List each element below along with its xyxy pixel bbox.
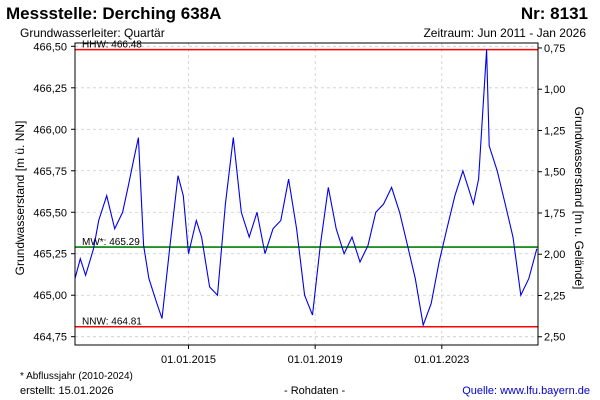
x-tick-label: 01.01.2023 bbox=[414, 354, 469, 366]
y-tick-label: 466,25 bbox=[33, 83, 67, 95]
y2-tick-label: 2,50 bbox=[544, 332, 565, 344]
created-date: erstellt: 15.01.2026 bbox=[20, 385, 114, 397]
axes: 464,75 465,00 465,25 465,50 465,75 466,00 466,… bbox=[33, 41, 565, 366]
y-axis-label: Grundwasserstand [m ü. NN] bbox=[13, 121, 27, 276]
y-tick-label: 464,75 bbox=[33, 332, 67, 344]
y2-tick-label: 1,75 bbox=[544, 208, 565, 220]
period-label: Zeitraum: Jun 2011 - Jan 2026 bbox=[423, 26, 586, 40]
source-link[interactable]: Quelle: www.lfu.bayern.de bbox=[462, 385, 590, 397]
reference-label: HHW: 466.48 bbox=[82, 40, 142, 51]
y2-tick-label: 1,25 bbox=[544, 125, 565, 137]
aquifer-label: Grundwasserleiter: Quartär bbox=[20, 26, 165, 40]
y-tick-label: 465,00 bbox=[33, 290, 67, 302]
y-tick-label: 466,00 bbox=[33, 124, 67, 136]
y-tick-label: 465,50 bbox=[33, 207, 67, 219]
series-layer bbox=[74, 49, 538, 328]
rawdata-label: - Rohdaten - bbox=[284, 385, 346, 397]
y2-tick-label: 2,00 bbox=[544, 249, 565, 261]
y-tick-label: 465,25 bbox=[33, 249, 67, 261]
grid bbox=[75, 43, 538, 345]
y-tick-label: 466,50 bbox=[33, 41, 67, 53]
y2-tick-label: 0,75 bbox=[544, 43, 565, 55]
plot-frame bbox=[74, 42, 539, 346]
y-tick-label: 465,75 bbox=[33, 166, 67, 178]
y2-tick-label: 2,25 bbox=[544, 290, 565, 302]
y2-axis-label: Grundwasserstand [m u. Gelände] bbox=[572, 107, 586, 290]
footnote: * Abflussjahr (2010-2024) bbox=[20, 371, 133, 382]
x-tick-label: 01.01.2019 bbox=[288, 354, 343, 366]
station-title: Messstelle: Derching 638A bbox=[6, 4, 222, 23]
station-number: Nr: 8131 bbox=[520, 4, 588, 23]
reference-label: NNW: 464.81 bbox=[82, 317, 142, 328]
y2-tick-label: 1,50 bbox=[544, 167, 565, 179]
reference-label: MW*: 465.29 bbox=[82, 237, 140, 248]
groundwater-series-line bbox=[74, 49, 538, 328]
y2-tick-label: 1,00 bbox=[544, 84, 565, 96]
reference-lines: HHW: 466.48 MW*: 465.29 NNW: 464.81 bbox=[75, 40, 538, 328]
x-tick-label: 01.01.2015 bbox=[161, 354, 216, 366]
